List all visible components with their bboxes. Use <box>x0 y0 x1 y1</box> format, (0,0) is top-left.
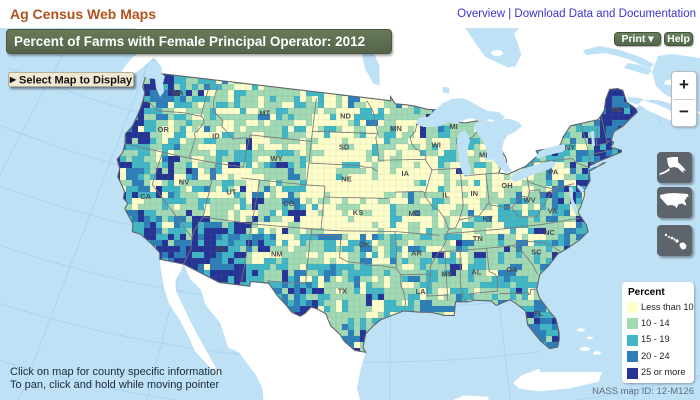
svg-text:IA: IA <box>402 169 410 178</box>
svg-text:NE: NE <box>341 175 351 184</box>
svg-text:AL: AL <box>471 268 481 277</box>
svg-text:TN: TN <box>473 234 483 243</box>
svg-text:NY: NY <box>565 143 575 152</box>
svg-text:UT: UT <box>226 188 236 197</box>
svg-text:VA: VA <box>548 206 558 215</box>
svg-text:AZ: AZ <box>216 244 226 253</box>
svg-text:AR: AR <box>411 249 422 258</box>
svg-text:OH: OH <box>501 181 512 190</box>
svg-text:MS: MS <box>441 270 452 279</box>
svg-text:ID: ID <box>212 132 220 141</box>
svg-text:SD: SD <box>339 143 350 152</box>
svg-text:WV: WV <box>524 195 536 204</box>
svg-text:TX: TX <box>338 286 348 295</box>
svg-text:NC: NC <box>544 228 555 237</box>
svg-text:OK: OK <box>359 240 371 249</box>
svg-text:CA: CA <box>140 192 151 201</box>
svg-text:KY: KY <box>482 214 492 223</box>
svg-text:OR: OR <box>158 125 170 134</box>
svg-text:PA: PA <box>548 167 558 176</box>
svg-text:MI: MI <box>449 122 457 131</box>
svg-text:NM: NM <box>271 249 283 258</box>
svg-text:NV: NV <box>179 177 189 186</box>
svg-text:WA: WA <box>172 89 185 98</box>
svg-text:FL: FL <box>534 309 544 318</box>
svg-text:KS: KS <box>353 208 363 217</box>
svg-text:LA: LA <box>416 287 427 296</box>
svg-text:ND: ND <box>340 111 351 120</box>
svg-text:WY: WY <box>271 154 283 163</box>
svg-text:SC: SC <box>531 248 542 257</box>
svg-text:CO: CO <box>283 199 294 208</box>
svg-text:MT: MT <box>259 108 270 117</box>
svg-text:WI: WI <box>432 140 441 149</box>
svg-text:IN: IN <box>471 189 479 198</box>
svg-text:MI: MI <box>479 150 487 159</box>
svg-text:IL: IL <box>442 191 449 200</box>
svg-text:GA: GA <box>506 265 518 274</box>
svg-text:MN: MN <box>390 124 402 133</box>
svg-text:MO: MO <box>408 209 420 218</box>
svg-text:ME: ME <box>611 105 622 114</box>
